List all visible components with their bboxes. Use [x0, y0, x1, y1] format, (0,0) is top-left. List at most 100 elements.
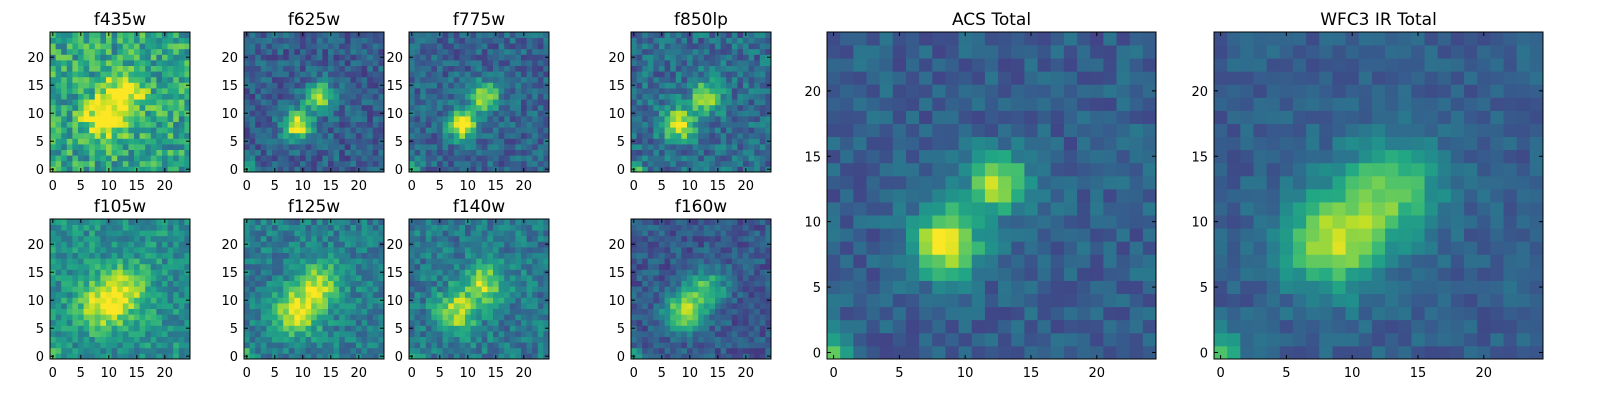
heatmap-cell — [425, 166, 432, 173]
heatmap-cell — [150, 342, 157, 349]
heatmap-cell — [681, 353, 688, 360]
heatmap-cell — [255, 93, 262, 100]
heatmap-cell — [420, 263, 427, 270]
heatmap-cell — [675, 342, 682, 349]
heatmap-cell — [305, 88, 312, 94]
heatmap-cell — [431, 121, 438, 128]
heatmap-cell — [726, 297, 733, 304]
heatmap-cell — [532, 144, 539, 150]
heatmap-cell — [173, 99, 180, 106]
heatmap-cell — [687, 93, 693, 100]
heatmap-cell — [294, 48, 301, 55]
heatmap-cell — [305, 342, 312, 349]
heatmap-cell — [367, 121, 374, 128]
heatmap-cell — [442, 155, 449, 162]
heatmap-cell — [361, 160, 368, 167]
heatmap-cell — [94, 121, 101, 128]
heatmap-cell — [675, 138, 682, 145]
heatmap-cell — [459, 155, 466, 162]
heatmap-cell — [532, 60, 539, 66]
heatmap-cell — [765, 99, 772, 106]
heatmap-cell — [162, 60, 168, 66]
heatmap-cell — [409, 291, 415, 298]
heatmap-cell — [537, 149, 544, 156]
heatmap-cell — [681, 319, 688, 326]
heatmap-cell — [526, 160, 533, 167]
heatmap-cell — [659, 342, 665, 349]
heatmap-cell — [162, 110, 168, 117]
heatmap-cell — [66, 230, 73, 237]
heatmap-cell — [344, 155, 351, 162]
heatmap-cell — [659, 275, 665, 281]
heatmap-cell — [249, 93, 256, 100]
heatmap-cell — [675, 319, 682, 326]
heatmap-cell — [681, 32, 688, 38]
heatmap-cell — [493, 280, 499, 287]
heatmap-cell — [145, 110, 152, 117]
heatmap-cell — [703, 121, 710, 128]
heatmap-cell — [173, 325, 180, 332]
heatmap-cell — [277, 286, 284, 293]
heatmap-cell — [122, 110, 129, 117]
heatmap-cell — [726, 65, 733, 72]
heatmap-cell — [754, 37, 761, 44]
heatmap-cell — [664, 166, 671, 173]
heatmap-cell — [493, 286, 499, 293]
heatmap-cell — [322, 275, 329, 281]
x-tick-label: 20 — [157, 366, 174, 381]
heatmap-cell — [448, 88, 455, 94]
heatmap-cell — [509, 82, 516, 89]
heatmap-cell — [300, 325, 306, 332]
heatmap-cell — [636, 160, 643, 167]
heatmap-cell — [316, 99, 323, 106]
heatmap-cell — [311, 325, 318, 332]
heatmap-cell — [361, 127, 368, 134]
heatmap-cell — [709, 166, 716, 173]
heatmap-cell — [703, 325, 710, 332]
heatmap-cell — [653, 127, 660, 134]
heatmap-cell — [111, 291, 118, 298]
heatmap-cell — [111, 93, 118, 100]
heatmap-cell — [272, 54, 278, 61]
heatmap-cell — [100, 347, 107, 354]
heatmap-cell — [277, 132, 284, 139]
heatmap-cell — [636, 275, 643, 281]
heatmap-cell — [55, 325, 62, 332]
heatmap-cell — [100, 235, 107, 242]
heatmap-cell — [481, 166, 488, 173]
heatmap-cell — [664, 303, 671, 309]
heatmap-cell — [272, 241, 278, 248]
heatmap-cell — [356, 88, 362, 94]
heatmap-cell — [167, 224, 174, 231]
heatmap-cell — [720, 99, 727, 106]
heatmap-cell — [759, 132, 766, 139]
heatmap-cell — [288, 88, 295, 94]
heatmap-cell — [328, 116, 334, 122]
heatmap-cell — [737, 308, 744, 315]
heatmap-cell — [117, 82, 124, 89]
heatmap-cell — [350, 280, 357, 287]
heatmap-cell — [167, 76, 174, 83]
heatmap-cell — [305, 247, 312, 253]
heatmap-cell — [283, 104, 290, 111]
heatmap-cell — [681, 65, 688, 72]
heatmap-cell — [328, 342, 334, 349]
heatmap-cell — [498, 71, 505, 78]
heatmap-cell — [414, 149, 421, 156]
heatmap-cell — [361, 43, 368, 50]
heatmap-cell — [94, 291, 101, 298]
heatmap-cell — [134, 104, 140, 111]
heatmap-cell — [367, 241, 374, 248]
heatmap-cell — [681, 275, 688, 281]
heatmap-cell — [698, 88, 705, 94]
heatmap-cell — [367, 60, 374, 66]
heatmap-cell — [94, 166, 101, 173]
heatmap-cell — [173, 65, 180, 72]
heatmap-cell — [476, 99, 483, 106]
heatmap-cell — [698, 132, 705, 139]
heatmap-cell — [100, 93, 107, 100]
heatmap-cell — [117, 319, 124, 326]
heatmap-cell — [184, 303, 191, 309]
heatmap-cell — [344, 93, 351, 100]
heatmap-cell — [367, 235, 374, 242]
